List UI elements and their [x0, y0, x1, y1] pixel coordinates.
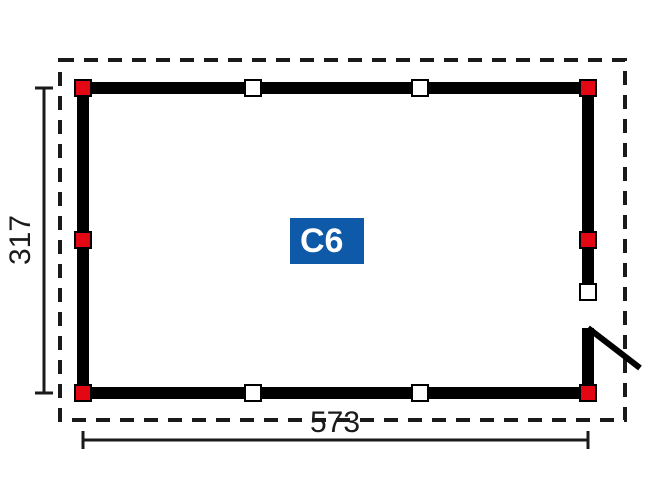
post-marker-red — [580, 385, 596, 401]
post-marker-red — [75, 385, 91, 401]
post-marker-white — [245, 385, 261, 401]
post-marker-red — [75, 80, 91, 96]
floorplan-svg: C6 317 573 — [0, 0, 660, 500]
post-marker-red — [580, 80, 596, 96]
dimension-horizontal-value: 573 — [310, 406, 360, 439]
post-marker-white — [245, 80, 261, 96]
post-marker-red — [75, 232, 91, 248]
dimension-vertical-value: 317 — [4, 215, 37, 265]
post-marker-white — [412, 385, 428, 401]
post-marker-white — [580, 284, 596, 300]
post-marker-red — [580, 232, 596, 248]
room-label-text: C6 — [300, 222, 343, 260]
floorplan-diagram: C6 317 573 — [0, 0, 660, 500]
post-marker-white — [412, 80, 428, 96]
